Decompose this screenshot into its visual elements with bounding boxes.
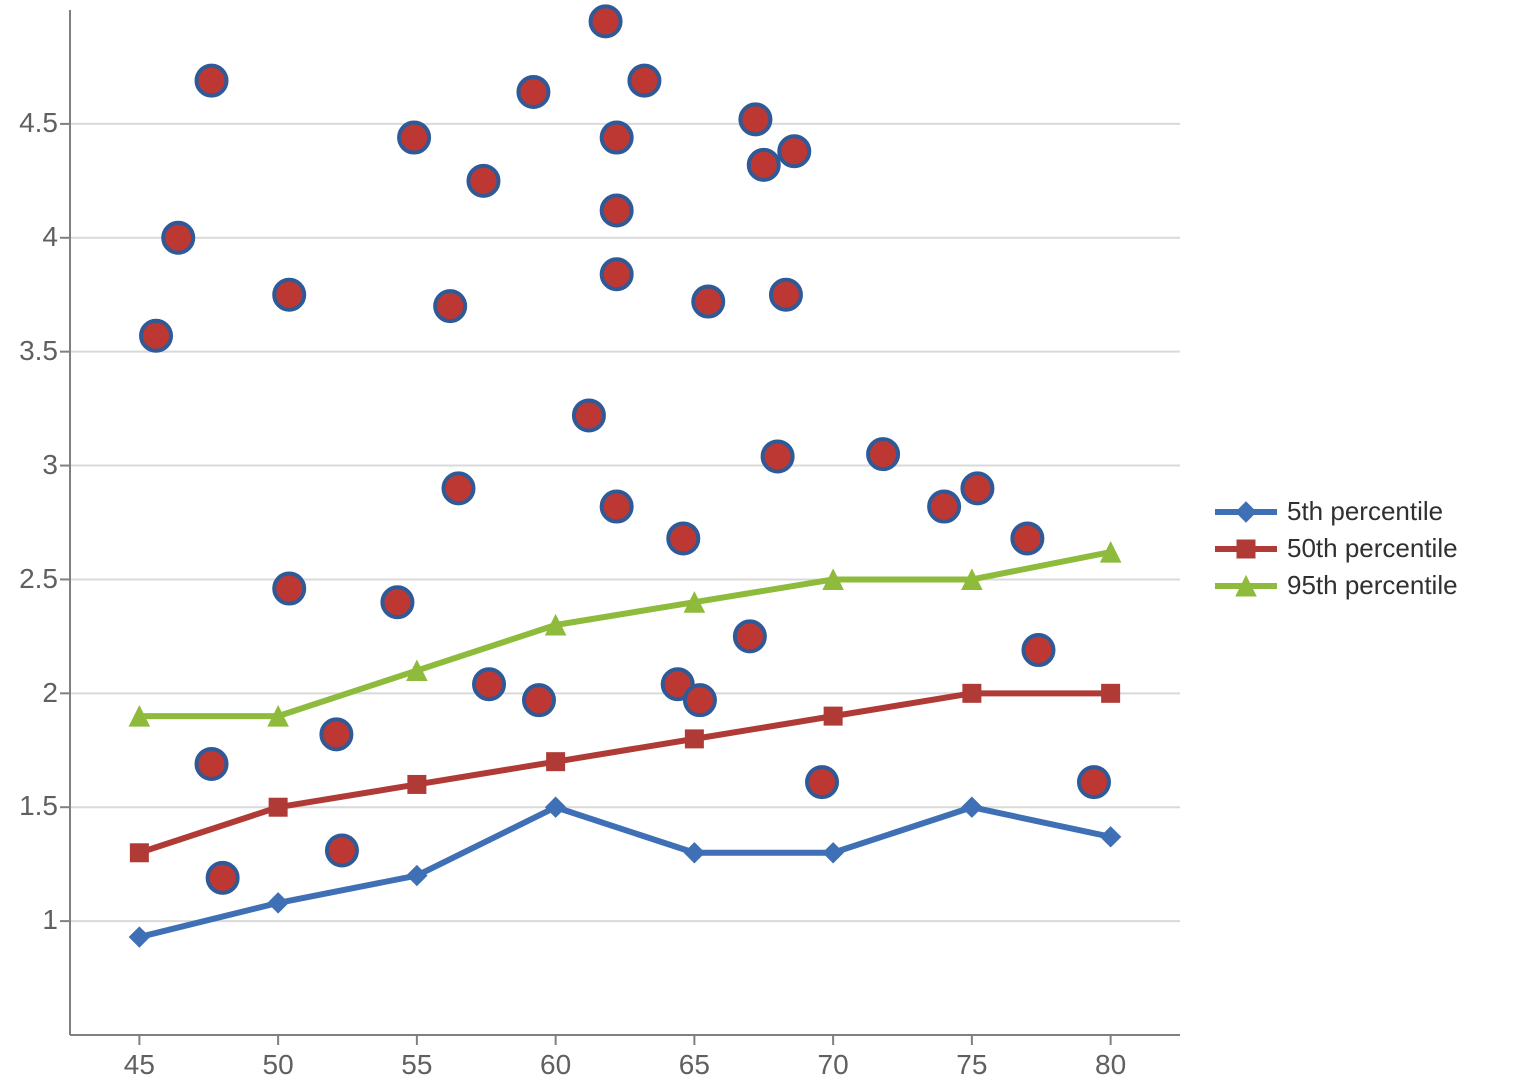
legend-swatch-p5 bbox=[1215, 498, 1277, 526]
legend-swatch-p50 bbox=[1215, 535, 1277, 563]
y-axis-tick-label: 3.5 bbox=[0, 335, 58, 367]
legend-label-p50: 50th percentile bbox=[1287, 533, 1458, 564]
x-axis-tick-label: 80 bbox=[1095, 1049, 1126, 1081]
y-axis-tick-label: 1.5 bbox=[0, 790, 58, 822]
x-axis-tick-label: 55 bbox=[401, 1049, 432, 1081]
legend-label-p95: 95th percentile bbox=[1287, 570, 1458, 601]
y-axis-tick-label: 4 bbox=[0, 221, 58, 253]
x-axis-tick-label: 70 bbox=[818, 1049, 849, 1081]
legend-item-p95: 95th percentile bbox=[1215, 570, 1505, 601]
x-axis-tick-label: 50 bbox=[263, 1049, 294, 1081]
y-axis-tick-label: 2 bbox=[0, 677, 58, 709]
y-axis-tick-label: 4.5 bbox=[0, 107, 58, 139]
y-axis-tick-label: 3 bbox=[0, 449, 58, 481]
x-axis-tick-label: 65 bbox=[679, 1049, 710, 1081]
x-axis-tick-label: 60 bbox=[540, 1049, 571, 1081]
legend: 5th percentile 50th percentile 95th perc… bbox=[1215, 490, 1505, 607]
y-axis-tick-label: 2.5 bbox=[0, 563, 58, 595]
chart-stage: 1 1.5 2 2.5 3 3.5 4 4.5 45 50 55 60 65 70 75 80 5th pe… bbox=[0, 0, 1518, 1087]
legend-item-p5: 5th percentile bbox=[1215, 496, 1505, 527]
y-axis-tick-label: 1 bbox=[0, 904, 58, 936]
x-axis-tick-label: 75 bbox=[956, 1049, 987, 1081]
x-axis-tick-label: 45 bbox=[124, 1049, 155, 1081]
legend-item-p50: 50th percentile bbox=[1215, 533, 1505, 564]
legend-label-p5: 5th percentile bbox=[1287, 496, 1443, 527]
legend-swatch-p95 bbox=[1215, 572, 1277, 600]
